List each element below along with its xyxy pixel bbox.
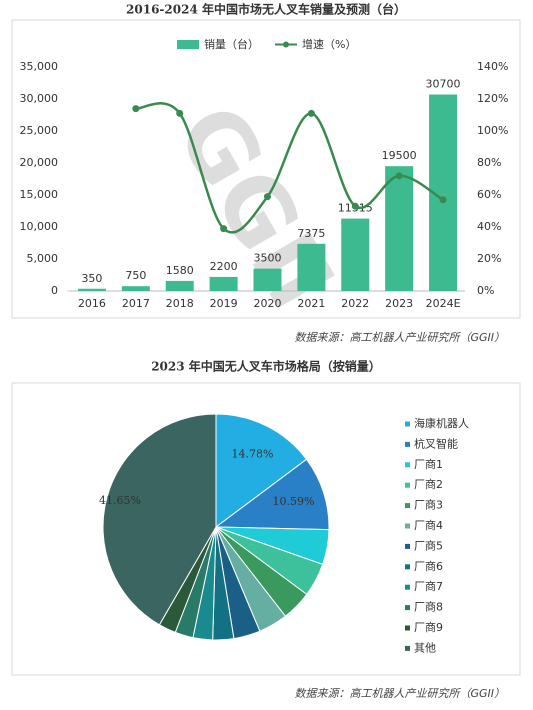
y-tick-label: 10,000 bbox=[20, 220, 59, 233]
legend-swatch bbox=[405, 543, 410, 549]
bar bbox=[165, 280, 194, 291]
legend-label: 厂商7 bbox=[414, 579, 443, 593]
legend-swatch bbox=[405, 441, 410, 447]
bar bbox=[77, 288, 106, 291]
data-label: 2200 bbox=[210, 260, 238, 273]
chart-title: 2016-2024 年中国市场无人叉车销量及预测（台） bbox=[126, 2, 406, 17]
bar bbox=[209, 276, 238, 291]
legend-swatch bbox=[405, 564, 410, 570]
legend-label: 厂商5 bbox=[414, 538, 443, 552]
data-label: 30700 bbox=[426, 78, 461, 91]
line-marker bbox=[176, 109, 184, 117]
legend-swatch bbox=[405, 645, 410, 651]
legend-swatch bbox=[405, 482, 410, 488]
x-tick-label: 2022 bbox=[341, 297, 369, 310]
bar bbox=[385, 166, 414, 291]
y2-tick-label: 20% bbox=[477, 252, 501, 265]
bar bbox=[341, 218, 370, 291]
legend-swatch bbox=[283, 41, 289, 48]
line bbox=[135, 102, 444, 234]
legend-label: 厂商9 bbox=[414, 620, 443, 634]
chart-title: 2023 年中国无人叉车市场格局（按销量） bbox=[151, 359, 381, 374]
legend-label: 厂商8 bbox=[414, 600, 443, 614]
x-tick-label: 2021 bbox=[297, 297, 325, 310]
x-tick-label: 2019 bbox=[210, 297, 238, 310]
data-label: 350 bbox=[81, 272, 102, 285]
x-tick-label: 2018 bbox=[166, 297, 194, 310]
y2-tick-label: 80% bbox=[477, 156, 501, 169]
legend-swatch bbox=[405, 462, 410, 468]
y2-tick-label: 120% bbox=[477, 92, 508, 105]
x-tick-label: 2023 bbox=[385, 297, 413, 310]
y-tick-label: 20,000 bbox=[20, 156, 59, 169]
source-note: 数据来源：高工机器人产业研究所（GGII） bbox=[294, 331, 505, 344]
data-label: 10.59% bbox=[273, 495, 315, 508]
line-marker bbox=[439, 196, 447, 204]
y2-tick-label: 0% bbox=[477, 284, 494, 297]
legend-label: 厂商1 bbox=[414, 457, 443, 471]
data-label: 41.65% bbox=[99, 494, 141, 507]
y-tick-label: 15,000 bbox=[20, 188, 59, 201]
y-tick-label: 5,000 bbox=[27, 252, 59, 265]
legend-label: 厂商4 bbox=[414, 518, 443, 532]
legend-label: 厂商6 bbox=[414, 559, 443, 573]
bar bbox=[253, 268, 282, 291]
y-tick-label: 30,000 bbox=[20, 92, 59, 105]
x-tick-label: 2017 bbox=[122, 297, 150, 310]
line-marker bbox=[395, 172, 403, 180]
legend-swatch bbox=[177, 40, 199, 49]
x-tick-label: 2020 bbox=[254, 297, 282, 310]
data-label: 750 bbox=[125, 269, 146, 282]
y2-tick-label: 140% bbox=[477, 60, 508, 73]
data-label: 14.78% bbox=[231, 447, 273, 460]
chart-frame bbox=[11, 382, 521, 676]
data-label: 7375 bbox=[297, 227, 325, 240]
pie-slice bbox=[102, 413, 217, 626]
legend-swatch bbox=[405, 503, 410, 509]
legend-label: 厂商3 bbox=[414, 498, 443, 512]
line-marker bbox=[264, 193, 271, 201]
y-tick-label: 35,000 bbox=[20, 60, 59, 73]
pie-slice bbox=[214, 458, 330, 531]
line-marker bbox=[351, 202, 359, 210]
legend-label: 厂商2 bbox=[414, 477, 443, 491]
legend-label: 其他 bbox=[414, 641, 436, 654]
line-marker bbox=[132, 105, 140, 113]
y-tick-label: 25,000 bbox=[20, 124, 59, 137]
chart-frame bbox=[11, 19, 521, 319]
legend-label: 海康机器人 bbox=[414, 416, 469, 430]
line-marker bbox=[220, 225, 228, 233]
legend-label: 杭叉智能 bbox=[414, 436, 458, 450]
y2-tick-label: 60% bbox=[477, 188, 501, 201]
bar bbox=[121, 286, 150, 291]
legend-swatch bbox=[405, 625, 410, 631]
legend-label: 增速（%） bbox=[302, 37, 356, 51]
data-label: 19500 bbox=[382, 149, 417, 162]
source-note: 数据来源：高工机器人产业研究所（GGII） bbox=[294, 687, 505, 700]
legend-swatch bbox=[405, 523, 410, 529]
y-tick-label: 0 bbox=[51, 284, 58, 297]
legend-swatch bbox=[405, 421, 410, 427]
data-label: 1580 bbox=[166, 264, 194, 277]
legend-swatch bbox=[405, 605, 410, 611]
y2-tick-label: 40% bbox=[477, 220, 501, 233]
x-tick-label: 2024E bbox=[426, 297, 461, 310]
legend-swatch bbox=[405, 584, 410, 590]
x-tick-label: 2016 bbox=[78, 297, 106, 310]
line-marker bbox=[307, 109, 315, 117]
data-label: 3500 bbox=[254, 252, 282, 265]
y2-tick-label: 100% bbox=[477, 124, 508, 137]
legend-label: 销量（台） bbox=[204, 37, 259, 51]
bar bbox=[297, 243, 326, 291]
pie-slice bbox=[215, 413, 308, 528]
